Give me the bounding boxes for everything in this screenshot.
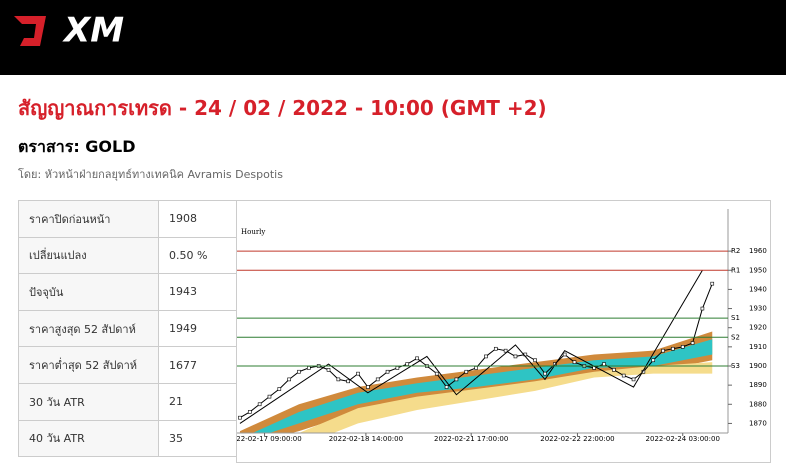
level-label: R2 [731, 247, 740, 255]
plot [238, 270, 715, 433]
zigzag [239, 270, 703, 424]
candle [375, 377, 380, 382]
y-tick-label: 1930 [749, 305, 767, 313]
candle [277, 387, 282, 391]
chart-subtitle: Hourly [241, 228, 265, 236]
label-cell: ราคาสูงสุด 52 สัปดาห์ [18, 309, 159, 348]
candle [307, 366, 311, 370]
header: XM [0, 0, 786, 75]
value-cell: 1677 [158, 346, 237, 384]
candle [493, 346, 498, 351]
candle [474, 366, 478, 370]
x-tick-label: 2022-02-17 09:00:00 [236, 435, 302, 443]
y-tick-label: 1920 [749, 324, 767, 332]
table-row: 30 วัน ATR 21 [18, 382, 237, 421]
candle [602, 362, 606, 366]
level-label: S1 [731, 314, 740, 322]
y-tick-label: 1890 [749, 381, 767, 389]
y-tick-label: 1880 [749, 400, 767, 408]
table-row: ปัจจุบัน 1943 [18, 273, 237, 311]
candle [238, 415, 242, 420]
candle [385, 369, 390, 374]
logo-mark [14, 16, 46, 46]
y-tick-label: 1900 [749, 362, 767, 370]
x-tick-label: 2022-02-21 17:00:00 [434, 435, 508, 443]
candle [484, 354, 488, 359]
value-cell: 1943 [158, 273, 237, 311]
candle [454, 377, 459, 382]
candle [671, 346, 675, 351]
y-tick-label: 1910 [749, 343, 767, 351]
logo-text: XM [62, 11, 124, 51]
label-cell: เปลี่ยนแปลง [18, 236, 159, 275]
label-cell: 30 วัน ATR [18, 382, 159, 421]
y-tick-label: 1870 [749, 419, 767, 427]
candle [464, 369, 469, 374]
level-label: R1 [731, 266, 740, 274]
candle [297, 369, 301, 374]
logo: XM [14, 11, 124, 51]
candle [395, 366, 400, 370]
author: โดย: หัวหน้าฝ่ายกลยุทธ์ทางเทคนิค Avramis… [18, 168, 283, 181]
stats-table: ราคาปิดก่อนหน้า 1908 เปลี่ยนแปลง 0.50 % ปัจจ… [18, 200, 237, 458]
band [252, 339, 713, 433]
y-tick-label: 1940 [749, 285, 767, 293]
table-row: ราคาปิดก่อนหน้า 1908 [18, 200, 237, 238]
candle [690, 341, 695, 345]
value-cell: 1949 [158, 309, 237, 348]
candle [267, 394, 272, 399]
table-row: ราคาต่ำสุด 52 สัปดาห์ 1677 [18, 346, 237, 384]
candle [444, 385, 449, 389]
candle [405, 362, 410, 366]
label-cell: ปัจจุบัน [18, 273, 159, 311]
candle [651, 358, 656, 363]
candle [247, 410, 252, 414]
candle [287, 377, 291, 382]
level-label: S2 [731, 333, 740, 341]
candle [326, 368, 331, 372]
y-tick-label: 1960 [749, 247, 767, 255]
candle [621, 373, 626, 378]
candle [562, 352, 567, 357]
value-cell: 1908 [158, 200, 237, 238]
title: สัญญาณการเทรด - 24 / 02 / 2022 - 10:00 (… [18, 96, 547, 120]
candle [336, 377, 341, 382]
candle [513, 354, 518, 359]
candle [356, 371, 360, 376]
candle [631, 377, 636, 382]
value-cell: 35 [158, 419, 237, 458]
candle [415, 356, 419, 361]
label-cell: ราคาต่ำสุด 52 สัปดาห์ [18, 346, 159, 384]
table-row: เปลี่ยนแปลง 0.50 % [18, 236, 237, 275]
instrument: ตราสาร: GOLD [18, 137, 136, 156]
value-cell: 21 [158, 382, 237, 421]
y-tick-label: 1950 [749, 266, 767, 274]
candle [700, 306, 705, 311]
candle [257, 402, 262, 407]
x-tick-label: 2022-02-24 03:00:00 [646, 435, 720, 443]
candle [503, 348, 508, 353]
value-cell: 0.50 % [158, 236, 237, 275]
candle [543, 371, 547, 376]
candle [366, 385, 370, 389]
candle [680, 345, 685, 349]
candle [434, 371, 439, 376]
level-label: S3 [731, 362, 740, 370]
table-row: 40 วัน ATR 35 [18, 419, 237, 458]
candle [572, 360, 577, 364]
label-cell: 40 วัน ATR [18, 419, 159, 458]
label-cell: ราคาปิดก่อนหน้า [18, 200, 159, 238]
chart: Hourly 1870 1880 1890 1900 1910 1920 1930 1940 1… [236, 200, 771, 463]
candle [612, 368, 616, 372]
x-tick-label: 2022-02-18 14:00:00 [329, 435, 403, 443]
band [298, 362, 713, 433]
candle [533, 358, 537, 363]
candle [710, 281, 715, 286]
candle [661, 348, 665, 353]
table-row: ราคาสูงสุด 52 สัปดาห์ 1949 [18, 309, 237, 348]
x-tick-label: 2022-02-22 22:00:00 [540, 435, 614, 443]
candle [346, 379, 350, 384]
